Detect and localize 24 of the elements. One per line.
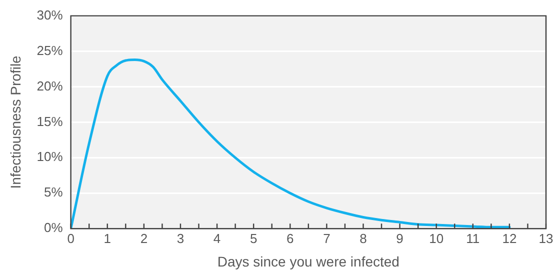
x-tick-label: 7 xyxy=(323,230,330,246)
x-tick-label: 4 xyxy=(213,230,221,246)
y-tick-label: 5% xyxy=(44,184,64,200)
x-axis-title: Days since you were infected xyxy=(217,253,400,270)
x-tick-label: 2 xyxy=(140,230,148,246)
x-tick-label: 9 xyxy=(396,230,404,246)
x-tick-label: 3 xyxy=(176,230,184,246)
y-tick-label: 20% xyxy=(36,78,64,94)
y-tick-label: 10% xyxy=(36,149,64,164)
y-axis-title: Infectiousness Profile xyxy=(7,55,24,189)
y-tick-label: 25% xyxy=(36,42,64,58)
x-tick-label: 8 xyxy=(360,230,367,246)
x-tick-label: 12 xyxy=(502,230,517,246)
x-tick-label: 10 xyxy=(429,230,444,246)
y-tick-label: 0% xyxy=(44,220,64,236)
y-tick-label: 30% xyxy=(36,7,64,22)
x-tick-label: 13 xyxy=(538,230,554,246)
x-tick-label: 5 xyxy=(250,230,258,246)
y-tick-label: 15% xyxy=(36,114,64,129)
line-series xyxy=(70,58,511,229)
x-tick-label: 6 xyxy=(286,230,294,246)
x-tick-label: 0 xyxy=(67,230,74,246)
x-tick-label: 11 xyxy=(466,230,480,246)
x-tick-label: 1 xyxy=(104,230,111,246)
